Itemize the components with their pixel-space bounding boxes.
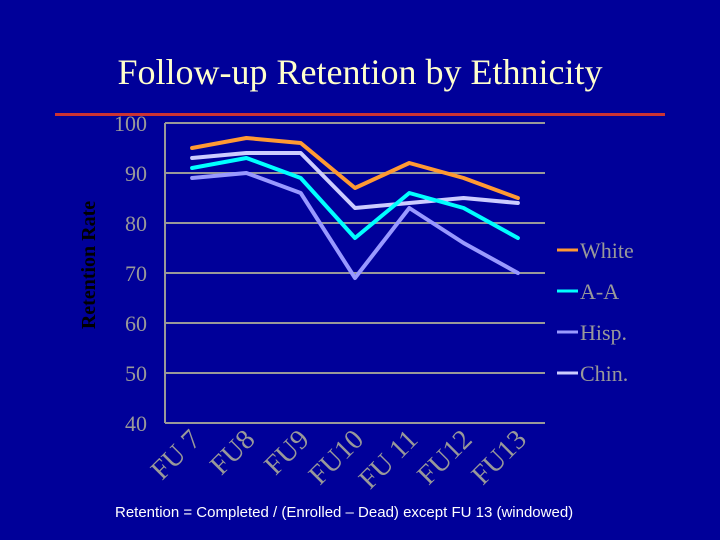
y-tick-label: 40 [125, 411, 147, 436]
y-tick-label: 90 [125, 161, 147, 186]
y-tick-label: 80 [125, 211, 147, 236]
title-divider [55, 113, 665, 116]
x-tick-label: FU8 [204, 424, 261, 481]
y-tick-labels: 100 90 80 70 60 50 40 [114, 111, 147, 436]
legend-label: White [580, 238, 634, 263]
series-lines [190, 136, 520, 280]
y-axis-label: Retention Rate [78, 201, 100, 329]
footnote: Retention = Completed / (Enrolled – Dead… [115, 504, 574, 521]
x-tick-label: FU13 [466, 424, 533, 491]
x-tick-label: FU 7 [145, 424, 207, 486]
legend-label: A-A [580, 279, 619, 304]
series-line-hisp [190, 171, 520, 280]
legend: White A-A Hisp. Chin. [557, 238, 634, 386]
legend-label: Hisp. [580, 320, 627, 345]
y-tick-label: 60 [125, 311, 147, 336]
slide-title: Follow-up Retention by Ethnicity [117, 52, 603, 92]
axes [164, 123, 545, 424]
x-tick-label: FU 11 [353, 424, 424, 495]
x-tick-label: FU12 [411, 424, 478, 491]
series-line-aa [190, 156, 520, 240]
series-line-white [190, 136, 520, 200]
y-tick-label: 100 [114, 111, 147, 136]
series-line-chin [190, 151, 520, 210]
legend-label: Chin. [580, 361, 628, 386]
y-tick-label: 50 [125, 361, 147, 386]
y-tick-label: 70 [125, 261, 147, 286]
